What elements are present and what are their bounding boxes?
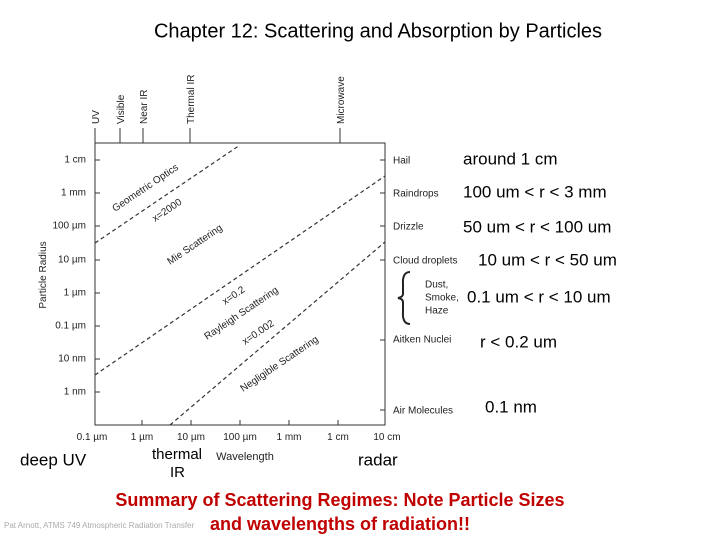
credit: Pat Arnott, ATMS 749 Atmospheric Radiati…: [4, 521, 195, 530]
x-axis-label: Wavelength: [216, 451, 274, 463]
particle-label: Haze: [425, 306, 449, 317]
y-tick-label: 100 µm: [52, 221, 86, 232]
band-label: UV: [91, 110, 102, 124]
regime-label: x=0.002: [241, 318, 277, 347]
y-tick-label: 1 cm: [64, 155, 86, 166]
x-tick-label: 100 µm: [223, 432, 257, 443]
band-label: Near IR: [139, 90, 150, 124]
particle-label: Smoke,: [425, 293, 459, 304]
size-note: 10 um < r < 50 um: [478, 250, 617, 269]
particle-label: Raindrops: [393, 189, 439, 200]
x-tick-label: 1 µm: [131, 432, 153, 443]
y-ticks: [94, 128, 385, 425]
particle-label: Aitken Nuclei: [393, 335, 451, 346]
x-tick-label: 10 µm: [177, 432, 205, 443]
regime-label: x=2000: [151, 197, 185, 225]
slide-title: Chapter 12: Scattering and Absorption by…: [154, 20, 602, 42]
x-tick-label: 1 mm: [277, 432, 302, 443]
wavelength-note: IR: [170, 464, 185, 481]
regime-line: [94, 175, 386, 376]
band-label: Thermal IR: [186, 75, 197, 124]
particle-label: Air Molecules: [393, 406, 453, 417]
size-note: 100 um < r < 3 mm: [463, 182, 607, 201]
particle-label: Cloud droplets: [393, 256, 457, 267]
brace: [397, 271, 411, 325]
size-note: 0.1 um < r < 10 um: [467, 287, 611, 306]
y-tick-label: 10 µm: [58, 255, 86, 266]
particle-label: Hail: [393, 156, 410, 167]
size-note: r < 0.2 um: [480, 332, 557, 351]
particle-label: Drizzle: [393, 222, 424, 233]
regime-label: Mie Scattering: [166, 223, 225, 268]
band-label: Visible: [116, 94, 127, 124]
wavelength-note: thermal: [152, 446, 202, 463]
regime-label: x=0.2: [221, 284, 248, 307]
particle-label: Dust,: [425, 280, 448, 291]
figure: 1 cm 1 mm 100 µm 10 µm 1 µm 0.1 µm 10 nm…: [38, 75, 459, 463]
band-label: Microwave: [336, 76, 347, 124]
summary: and wavelengths of radiation!!: [210, 514, 470, 534]
y-tick-label: 1 mm: [61, 188, 86, 199]
regime-line: [94, 144, 241, 244]
regime-line: [169, 241, 386, 426]
y-tick-label: 10 nm: [58, 354, 86, 365]
summary: Summary of Scattering Regimes: Note Part…: [115, 490, 564, 510]
wavelength-note: radar: [358, 450, 398, 469]
size-note: 0.1 nm: [485, 397, 537, 416]
wavelength-note: deep UV: [20, 450, 87, 469]
y-axis-label: Particle Radius: [38, 241, 49, 308]
y-tick-label: 1 nm: [64, 387, 86, 398]
y-tick-label: 0.1 µm: [55, 321, 86, 332]
x-tick-label: 0.1 µm: [77, 432, 108, 443]
plot-frame: [94, 142, 386, 426]
size-note: 50 um < r < 100 um: [463, 217, 611, 236]
size-note: around 1 cm: [463, 149, 558, 168]
y-tick-label: 1 µm: [64, 288, 86, 299]
x-tick-label: 1 cm: [327, 432, 349, 443]
x-tick-label: 10 cm: [373, 432, 400, 443]
